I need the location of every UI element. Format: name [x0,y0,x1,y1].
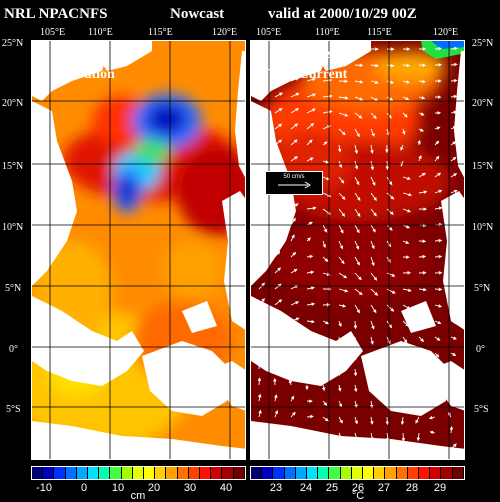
lat-label-left-5n: 5°N [5,283,21,294]
temperature-tick: 25 [326,482,338,494]
lon-label-right-105: 105°E [256,27,281,38]
temperature-tick: 24 [300,482,312,494]
lat-label-right-10n: 10°N [472,222,493,233]
lon-label-left-110: 110°E [88,27,113,38]
current-vector-arrow [307,416,313,417]
lon-label-right-120: 120°E [433,27,458,38]
current-vector-arrow [419,141,420,145]
lat-label-right-25n: 25°N [472,38,493,49]
current-vector-arrow [259,378,260,385]
header-product: Nowcast [170,6,224,23]
lon-label-left-115: 115°E [148,27,173,38]
lat-label-left-15n: 15°N [2,161,23,172]
lat-label-left-10n: 10°N [2,222,23,233]
temperature-field [251,41,465,460]
surface-elevation-map: Surface Elevation [31,40,246,460]
header-model-name: NRL NPACNFS [4,6,107,23]
reference-vector-arrow-icon [274,181,314,189]
temperature-tick: 28 [406,482,418,494]
lat-label-left-0: 0° [9,344,18,355]
elevation-tick: 40 [220,482,232,494]
temp-panel-title-line1: Surface [285,47,331,63]
elevation-tick: 20 [148,482,160,494]
lon-label-right-110: 110°E [315,27,340,38]
current-vector-arrow [419,257,425,258]
elevation-tick: 30 [184,482,196,494]
current-vector-arrow [435,256,441,257]
elevation-panel-title-line2: Elevation [58,67,115,83]
current-vector-arrow [387,417,388,424]
current-vector-arrow [355,65,362,66]
temperature-tick: 29 [434,482,446,494]
surface-temp-current-map: Surface Temp/Current 50 cm/s [250,40,465,460]
lon-label-left-120: 120°E [212,27,237,38]
lat-label-right-5s: 5°S [474,404,489,415]
current-vector-arrow [435,49,441,50]
temperature-unit: °C [352,490,364,502]
current-vector-arrow [435,240,441,241]
header-valid-time: valid at 2000/10/29 00Z [268,6,417,23]
elevation-tick: 0 [81,482,87,494]
reference-vector-box: 50 cm/s [265,171,323,195]
lat-label-left-5s: 5°S [6,404,21,415]
lat-label-right-15n: 15°N [472,161,493,172]
lat-label-right-0: 0° [476,344,485,355]
lon-label-left-105: 105°E [40,27,65,38]
elevation-tick: 10 [112,482,124,494]
temperature-colorbar [250,466,465,480]
temperature-tick: 23 [270,482,282,494]
lat-label-right-20n: 20°N [472,98,493,109]
current-vector-arrow [355,321,356,328]
temp-panel-title-line2: Temp/Current [261,67,347,83]
current-vector-arrow [435,289,442,290]
reference-vector-label: 50 cm/s [266,174,322,180]
lon-label-right-115: 115°E [367,27,392,38]
current-vector-arrow [451,80,457,81]
elevation-unit: cm [131,490,146,502]
elevation-field [32,41,246,460]
temperature-tick: 27 [378,482,390,494]
elevation-panel-title-line1: Surface [60,47,106,63]
lat-label-left-25n: 25°N [2,38,23,49]
lat-label-left-20n: 20°N [2,98,23,109]
elevation-tick: -10 [36,482,52,494]
elevation-colorbar [31,466,246,480]
lat-label-right-5n: 5°N [474,283,490,294]
current-vector-arrow [403,433,404,441]
